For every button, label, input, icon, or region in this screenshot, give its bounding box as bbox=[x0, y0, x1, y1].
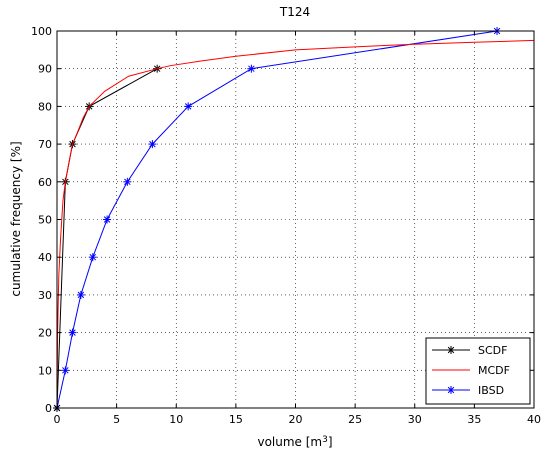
legend-label-ibsd: IBSD bbox=[478, 384, 504, 397]
x-tick-label: 15 bbox=[229, 413, 243, 426]
y-tick-label: 0 bbox=[45, 402, 52, 415]
x-axis-label-end: ] bbox=[328, 435, 333, 449]
x-tick-label: 35 bbox=[467, 413, 481, 426]
data-point-ibsd bbox=[103, 215, 112, 224]
marker-stroke bbox=[149, 140, 156, 148]
y-tick-label: 50 bbox=[38, 214, 52, 227]
data-point-ibsd bbox=[68, 328, 77, 337]
chart-title: T124 bbox=[279, 5, 310, 19]
x-tick-label: 0 bbox=[54, 413, 61, 426]
legend-box bbox=[425, 337, 531, 405]
x-tick-label: 5 bbox=[113, 413, 120, 426]
marker-stroke bbox=[69, 329, 76, 336]
marker-stroke bbox=[248, 65, 255, 72]
y-tick-label: 80 bbox=[38, 100, 52, 113]
marker-stroke bbox=[124, 178, 131, 186]
y-tick-label: 60 bbox=[38, 176, 52, 189]
data-point-ibsd bbox=[184, 102, 193, 111]
y-tick-label: 40 bbox=[38, 251, 52, 264]
x-axis-label-sup: 3 bbox=[322, 435, 328, 445]
x-tick-label: 40 bbox=[527, 413, 541, 426]
marker-stroke bbox=[184, 103, 192, 110]
y-tick-label: 20 bbox=[38, 327, 52, 340]
series-lines bbox=[53, 27, 535, 412]
marker-stroke bbox=[103, 216, 111, 223]
data-point-ibsd bbox=[148, 140, 157, 149]
marker-stroke bbox=[89, 253, 97, 261]
legend-label-scdf: SCDF bbox=[478, 344, 507, 357]
marker-stroke bbox=[447, 346, 455, 354]
marker-stroke bbox=[62, 367, 69, 374]
marker-stroke bbox=[77, 291, 85, 299]
y-tick-label: 10 bbox=[38, 364, 52, 377]
data-point-ibsd bbox=[88, 253, 97, 262]
series-line-mcdf bbox=[56, 39, 535, 409]
y-tick-label: 100 bbox=[31, 25, 52, 38]
legend-label-mcdf: MCDF bbox=[478, 364, 510, 377]
y-tick-label: 30 bbox=[38, 289, 52, 302]
y-axis-label: cumulative frequency [%] bbox=[9, 141, 23, 296]
data-point-ibsd bbox=[61, 366, 70, 375]
x-tick-label: 25 bbox=[348, 413, 362, 426]
marker-stroke bbox=[447, 386, 455, 394]
x-tick-label: 10 bbox=[169, 413, 183, 426]
x-axis-label-text: volume [m bbox=[257, 435, 322, 449]
y-tick-label: 90 bbox=[38, 63, 52, 76]
data-point-ibsd bbox=[123, 177, 132, 186]
data-point-ibsd bbox=[76, 290, 85, 299]
data-point-ibsd bbox=[247, 64, 256, 73]
legend-marker-ibsd bbox=[447, 386, 455, 394]
legend-marker-scdf bbox=[447, 346, 455, 354]
grid-lines bbox=[57, 31, 534, 408]
y-tick-label: 70 bbox=[38, 138, 52, 151]
legend: SCDF MCDF IBSD bbox=[425, 337, 531, 405]
x-tick-label: 30 bbox=[408, 413, 422, 426]
axes: 0 5 10 15 20 25 30 35 40 0 10 20 30 40 50 60 70 80 90 100 bbox=[31, 25, 541, 426]
x-tick-label: 20 bbox=[289, 413, 303, 426]
x-axis-label: volume [m3] bbox=[257, 435, 332, 449]
